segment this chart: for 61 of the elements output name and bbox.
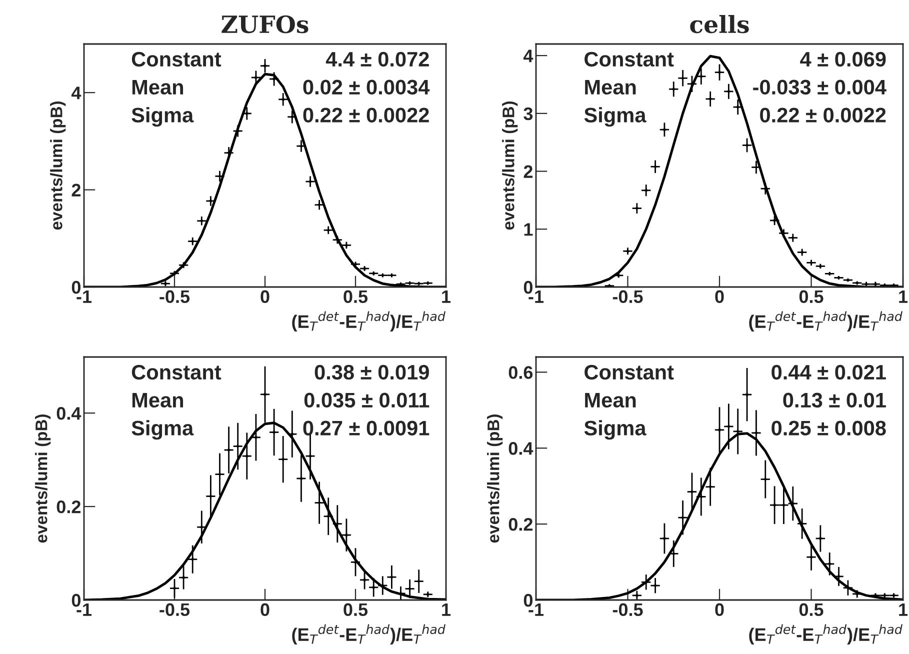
- x-tick-label: 0: [260, 603, 270, 616]
- annotation: Mean: [585, 80, 636, 95]
- annotation: Sigma: [132, 107, 194, 127]
- annotation: Mean: [132, 80, 184, 95]
- y-axis-title: events/lumi (pB): [50, 102, 66, 230]
- annotation: 0.22 ± 0.0022: [303, 108, 429, 122]
- annotation: Constant: [132, 364, 222, 380]
- y-tick-label: 4: [523, 50, 534, 62]
- x-tick-label: -0.5: [612, 290, 643, 304]
- x-tick-label: 0: [715, 290, 724, 304]
- y-tick-label: 0.2: [56, 500, 80, 514]
- annotation: -0.033 ± 0.004: [753, 80, 886, 95]
- annotation: Constant: [132, 52, 222, 67]
- annotation: 0.25 ± 0.008: [772, 420, 886, 436]
- annotation: 0.44 ± 0.021: [772, 364, 886, 380]
- x-tick-label: -0.5: [160, 603, 190, 616]
- annotation: Constant: [584, 52, 674, 67]
- y-tick-label: 0.6: [508, 366, 533, 379]
- y-axis-title: events/lumi (pB): [487, 414, 503, 543]
- annotation: Constant: [584, 364, 674, 380]
- annotation: 0.27 ± 0.0091: [303, 420, 430, 436]
- y-tick-label: 1: [524, 223, 533, 236]
- annotation: Sigma: [132, 420, 194, 440]
- y-axis-title: events/lumi (pB): [502, 102, 518, 230]
- x-tick-label: 0.5: [344, 603, 368, 616]
- annotation: 4 ± 0.069: [800, 52, 886, 67]
- annotation: Sigma: [584, 107, 646, 127]
- x-tick-label: 0.5: [799, 603, 824, 616]
- annotation: 0.13 ± 0.01: [783, 392, 886, 408]
- y-tick-label: 3: [524, 107, 533, 120]
- y-tick-label: 2: [72, 184, 80, 196]
- x-tick-label: 0.5: [799, 290, 824, 304]
- annotation: 0.38 ± 0.019: [314, 364, 429, 380]
- x-tick-label: -0.5: [160, 290, 190, 304]
- text: (E$_{T}$$^{det}$-E$_{T}$$^{had}$)/E$_{T}$$^{had}$: [292, 624, 446, 645]
- text: (E$_{T}$$^{det}$-E$_{T}$$^{had}$)/E$_{T}$$^{had}$: [749, 311, 902, 332]
- annotation: Mean: [132, 393, 184, 408]
- text: (E$_{T}$$^{det}$-E$_{T}$$^{had}$)/E$_{T}$$^{had}$: [749, 624, 902, 645]
- x-tick-label: 0.5: [344, 290, 368, 304]
- x-tick-label: 1: [442, 290, 451, 303]
- y-tick-label: 0.4: [56, 407, 82, 420]
- text: (E$_{T}$$^{det}$-E$_{T}$$^{had}$)/E$_{T}$$^{had}$: [292, 311, 446, 332]
- y-tick-label: 0.2: [508, 518, 532, 531]
- y-axis-title: events/lumi (pB): [35, 414, 51, 543]
- annotation: 0.22 ± 0.0022: [760, 108, 886, 122]
- annotation: Mean: [585, 393, 636, 408]
- y-tick-label: 2: [524, 165, 532, 178]
- y-tick-label: 4: [71, 86, 82, 100]
- x-tick-label: 0: [260, 290, 270, 304]
- chart-title: ZUFOs: [222, 15, 308, 34]
- x-tick-label: 0: [715, 603, 724, 616]
- annotation: 0.035 ± 0.011: [304, 392, 430, 408]
- chart-title: cells: [690, 14, 749, 34]
- x-tick-label: -0.5: [612, 603, 643, 616]
- y-tick-label: 0.4: [508, 442, 534, 455]
- annotation: 4.4 ± 0.072: [326, 52, 429, 67]
- x-tick-label: 1: [442, 603, 451, 616]
- x-tick-label: 1: [899, 290, 908, 303]
- annotation: Sigma: [584, 420, 646, 440]
- x-tick-label: 1: [899, 603, 908, 616]
- annotation: 0.02 ± 0.0034: [303, 80, 430, 95]
